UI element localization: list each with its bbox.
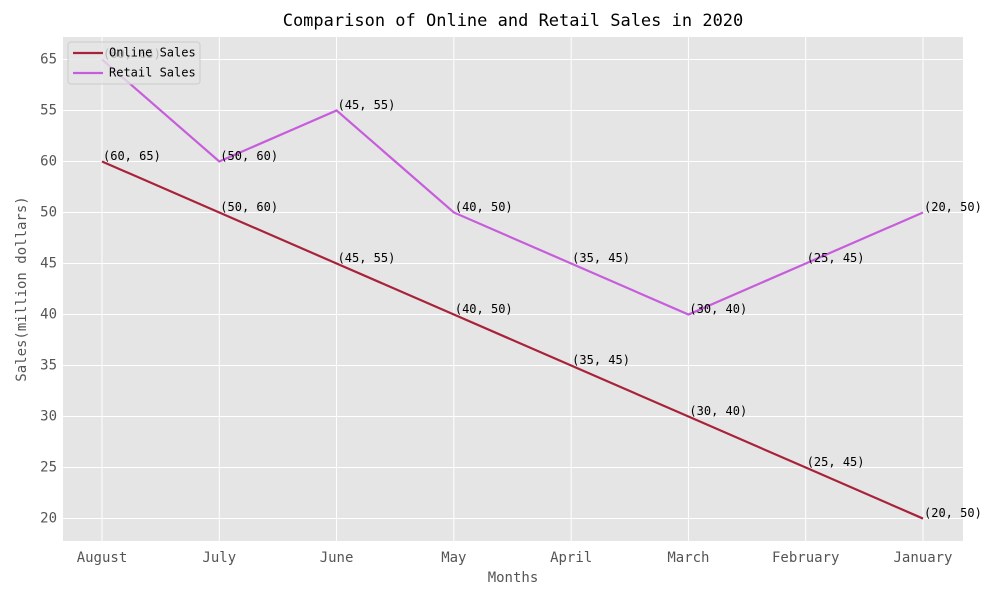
x-tick-label: June bbox=[320, 550, 354, 566]
line-series bbox=[101, 160, 924, 520]
y-tick-label: 40 bbox=[40, 307, 57, 323]
y-tick-label: 25 bbox=[40, 460, 57, 476]
legend-label: Retail Sales bbox=[109, 66, 196, 80]
y-tick-label: 65 bbox=[40, 51, 57, 67]
legend-label: Online Sales bbox=[109, 46, 196, 60]
y-tick-label: 20 bbox=[40, 511, 57, 527]
y-tick-label: 50 bbox=[40, 204, 57, 220]
point-label: (30, 40) bbox=[689, 404, 747, 418]
y-tick-label: 35 bbox=[40, 358, 57, 374]
point-label: (20, 50) bbox=[924, 200, 982, 214]
point-label: (60, 65) bbox=[103, 149, 161, 163]
x-tick-label: February bbox=[772, 550, 839, 566]
y-tick-label: 55 bbox=[40, 102, 57, 118]
x-tick-label: July bbox=[202, 550, 236, 566]
y-tick-label: 45 bbox=[40, 255, 57, 271]
x-axis-label: Months bbox=[488, 570, 539, 586]
point-label: (40, 50) bbox=[455, 200, 513, 214]
line-series bbox=[101, 58, 924, 316]
x-tick-label: March bbox=[667, 550, 709, 566]
point-label: (25, 45) bbox=[807, 455, 865, 469]
chart-title: Comparison of Online and Retail Sales in… bbox=[283, 11, 744, 31]
point-label: (50, 60) bbox=[220, 149, 278, 163]
point-label: (35, 45) bbox=[572, 251, 630, 265]
plot-area bbox=[63, 37, 963, 541]
point-label: (35, 45) bbox=[572, 353, 630, 367]
x-tick-label: August bbox=[77, 550, 128, 566]
x-tick-label: January bbox=[893, 550, 952, 566]
y-tick-label: 30 bbox=[40, 409, 57, 425]
point-label: (45, 55) bbox=[338, 251, 396, 265]
point-label: (40, 50) bbox=[455, 302, 513, 316]
point-label: (30, 40) bbox=[689, 302, 747, 316]
x-tick-label: April bbox=[550, 550, 592, 566]
y-tick-label: 60 bbox=[40, 153, 57, 169]
point-label: (25, 45) bbox=[807, 251, 865, 265]
point-label: (50, 60) bbox=[220, 200, 278, 214]
y-axis-label: Sales(million dollars) bbox=[14, 196, 30, 381]
x-tick-label: May bbox=[441, 550, 466, 566]
legend: Online Sales Retail Sales bbox=[67, 41, 201, 85]
point-label: (45, 55) bbox=[338, 98, 396, 112]
point-label: (20, 50) bbox=[924, 506, 982, 520]
